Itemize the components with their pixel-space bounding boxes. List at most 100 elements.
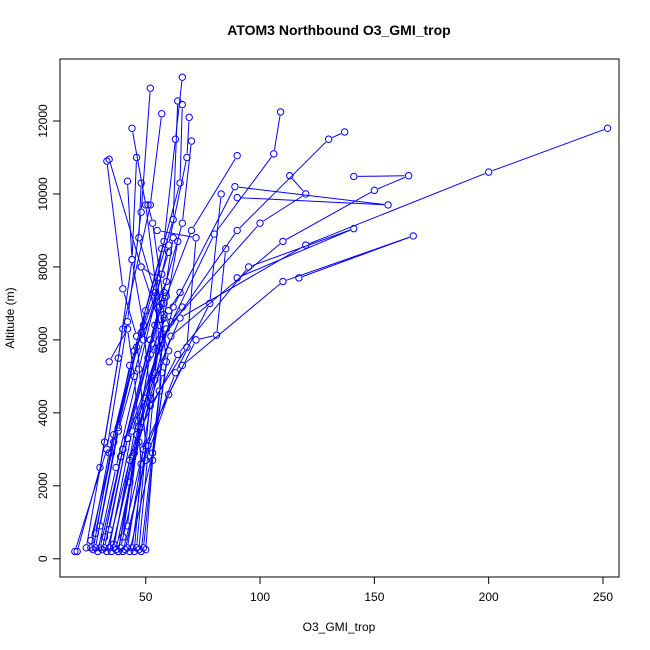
series-segment: [134, 380, 142, 460]
data-point: [137, 547, 145, 556]
data-point: [164, 248, 173, 257]
series-segment: [240, 229, 351, 277]
data-point: [100, 544, 109, 552]
data-point: [302, 190, 310, 198]
x-tick-label: 150: [364, 590, 384, 604]
data-point: [295, 274, 303, 282]
profile-series: [114, 224, 358, 556]
data-point: [178, 73, 187, 81]
x-axis: 50 100 150 200 250: [139, 577, 613, 604]
data-point: [160, 288, 168, 297]
x-axis-label: O3_GMI_trop: [303, 620, 376, 634]
series-segment: [166, 241, 174, 278]
data-point: [137, 263, 145, 271]
y-tick-label: 0: [36, 555, 50, 562]
series-segment: [132, 376, 155, 453]
series-segment: [151, 314, 168, 351]
series-segment: [144, 277, 162, 337]
data-point: [340, 128, 349, 136]
data-point: [231, 182, 239, 191]
series-segment: [377, 176, 406, 190]
series-segment: [123, 361, 148, 446]
data-point: [137, 208, 145, 216]
data-point: [94, 547, 102, 556]
series-segment: [292, 178, 304, 192]
data-point: [151, 288, 159, 297]
data-point: [192, 336, 200, 344]
y-tick-label: 8000: [36, 253, 50, 280]
data-point: [146, 350, 155, 359]
data-point: [279, 237, 287, 246]
series-layer: [71, 73, 612, 556]
series-segment: [86, 445, 105, 544]
data-point: [119, 325, 127, 333]
data-point: [142, 201, 150, 209]
data-point: [178, 100, 187, 109]
profile-series: [100, 288, 168, 541]
data-point: [128, 124, 136, 133]
data-point: [107, 449, 116, 457]
series-segment: [107, 464, 130, 548]
data-point: [174, 97, 182, 105]
data-point: [183, 343, 191, 351]
data-point: [91, 529, 100, 537]
data-point: [286, 172, 294, 180]
data-point: [153, 347, 161, 355]
data-point: [185, 113, 193, 122]
profile-series: [119, 288, 184, 541]
data-point: [176, 314, 184, 322]
data-point: [256, 219, 264, 227]
series-segment: [239, 141, 327, 228]
profile-series: [123, 303, 187, 530]
data-point: [158, 110, 166, 118]
series-segment: [158, 325, 170, 348]
data-point: [139, 336, 148, 344]
x-tick-label: 200: [479, 590, 499, 604]
series-segment: [162, 256, 168, 271]
data-point: [176, 179, 184, 187]
data-point: [384, 201, 392, 209]
series-segment: [110, 332, 126, 359]
data-point: [87, 544, 95, 552]
data-point: [162, 358, 171, 366]
data-point: [148, 456, 157, 464]
data-point: [103, 547, 111, 556]
data-point: [103, 157, 111, 165]
data-point: [146, 201, 155, 209]
series-segment: [148, 310, 160, 355]
series-segment: [141, 223, 173, 329]
data-point: [114, 547, 123, 556]
data-point: [105, 358, 113, 366]
series-segment: [100, 434, 119, 523]
data-point: [233, 151, 241, 160]
series-segment: [148, 376, 175, 443]
series-segment: [170, 295, 179, 308]
data-point: [71, 547, 79, 556]
series-segment: [118, 486, 130, 548]
series-segment: [143, 376, 162, 544]
series-segment: [136, 358, 151, 431]
data-point: [167, 317, 175, 326]
profile-series: [110, 124, 612, 552]
profile-series: [123, 177, 155, 552]
series-segment: [163, 143, 176, 238]
data-point: [142, 545, 150, 554]
series-segment: [161, 230, 193, 238]
data-point: [244, 263, 253, 271]
series-segment: [173, 243, 281, 335]
series-segment: [77, 471, 100, 548]
series-segment: [139, 310, 173, 439]
series-segment: [332, 133, 342, 139]
series-segment: [252, 229, 351, 267]
data-point: [119, 533, 127, 541]
series-segment: [145, 464, 153, 546]
data-point: [132, 332, 141, 340]
data-point: [158, 244, 166, 253]
x-tick-label: 50: [139, 590, 153, 604]
series-segment: [169, 343, 195, 392]
series-segment: [136, 402, 151, 544]
series-segment: [273, 115, 281, 150]
profile-series: [91, 234, 177, 537]
